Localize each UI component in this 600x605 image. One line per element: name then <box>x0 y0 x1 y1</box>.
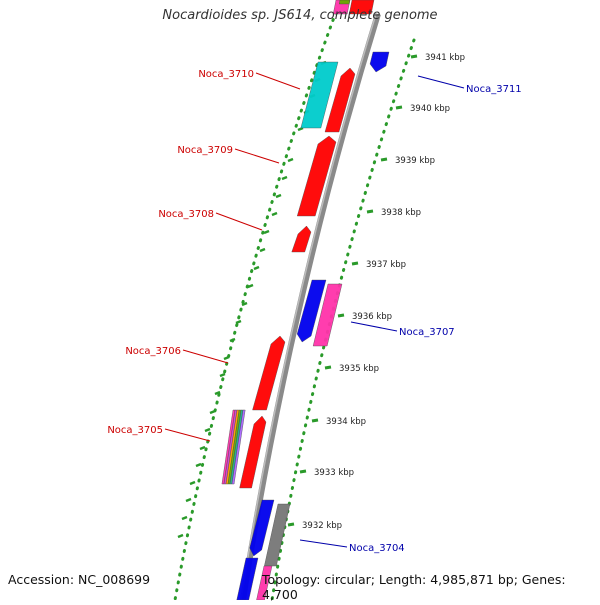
gene-noca-3705-stripe <box>231 409 246 485</box>
gene-noca-3708 <box>291 225 312 253</box>
backbone-highlight <box>240 13 377 601</box>
scale-tick-label: 3935 kbp <box>339 364 379 374</box>
scale-tick <box>410 54 418 59</box>
gene-label: Noca_3704 <box>349 543 405 554</box>
gene-label-leader <box>417 75 465 89</box>
gene-noca-3705 <box>239 415 267 489</box>
ring-tick <box>241 301 248 307</box>
gene-label: Noca_3709 <box>177 145 233 156</box>
inner-dotted-ring <box>173 10 338 602</box>
ring-tick <box>189 480 196 486</box>
gene-label: Noca_3710 <box>198 69 254 80</box>
ring-tick <box>275 193 282 199</box>
ring-tick <box>181 515 188 521</box>
gene-noca-3709 <box>296 135 337 217</box>
gene-label-leader <box>299 539 348 548</box>
gene-label-leader <box>164 428 211 442</box>
scale-tick-label: 3936 kbp <box>352 312 392 322</box>
scale-tick <box>366 209 374 214</box>
scale-tick-label: 3938 kbp <box>381 208 421 218</box>
ring-tick <box>297 126 304 132</box>
gene-label-leader <box>215 212 263 231</box>
ring-tick <box>259 247 266 253</box>
map-title: Nocardioides sp. JS614, complete genome <box>162 8 438 23</box>
gene-noca-3707-pink <box>312 283 343 347</box>
ring-tick <box>281 175 288 181</box>
scale-tick <box>337 313 345 318</box>
ring-tick <box>287 157 294 163</box>
gene-label: Noca_3705 <box>107 425 163 436</box>
gene-label: Noca_3707 <box>399 327 455 338</box>
ring-tick <box>271 211 278 217</box>
gene-label: Noca_3708 <box>158 209 214 220</box>
gene-noca-3710 <box>324 67 356 133</box>
ring-tick <box>195 462 202 468</box>
scale-tick-label: 3932 kbp <box>302 521 342 531</box>
scale-tick <box>311 418 319 423</box>
gene-noca-3707 <box>296 279 327 343</box>
ring-tick <box>219 372 226 378</box>
ring-tick <box>235 319 242 325</box>
ring-tick <box>253 265 260 271</box>
gene-label: Noca_3706 <box>125 346 181 357</box>
scale-tick <box>287 522 295 527</box>
gene-noca-3704-gray <box>264 503 291 567</box>
scale-tick-label: 3941 kbp <box>425 53 465 63</box>
gene-label: Noca_3711 <box>466 84 522 95</box>
scale-tick-label: 3940 kbp <box>410 104 450 114</box>
gene-noca-3704 <box>249 499 275 557</box>
ring-tick <box>177 533 184 539</box>
scale-tick <box>299 469 307 474</box>
ring-tick <box>199 445 206 451</box>
ring-tick <box>214 390 221 396</box>
ring-tick <box>263 229 270 235</box>
ring-tick <box>247 283 254 289</box>
gene-label-leader <box>255 72 301 90</box>
gene-label-leader <box>234 148 280 164</box>
scale-tick-label: 3934 kbp <box>326 417 366 427</box>
gene-bottom-blue <box>236 557 259 601</box>
scale-tick-label: 3939 kbp <box>395 156 435 166</box>
gene-noca-3706 <box>252 335 286 411</box>
accession-text: Accession: NC_008699 <box>8 572 151 587</box>
gene-top-stub-red <box>348 0 375 15</box>
ring-tick <box>209 409 216 415</box>
ring-tick <box>204 427 211 433</box>
gene-noca-3710-cyan <box>300 61 339 129</box>
gene-top-stub-2 <box>338 0 351 5</box>
ring-tick <box>185 497 192 503</box>
gene-label-leader <box>182 349 229 364</box>
gene-noca-3711 <box>369 51 390 73</box>
scale-tick <box>380 157 388 162</box>
ring-tick <box>223 355 230 361</box>
scale-tick-label: 3937 kbp <box>366 260 406 270</box>
scale-tick <box>351 261 359 266</box>
scale-tick-label: 3933 kbp <box>314 468 354 478</box>
scale-tick <box>395 105 403 110</box>
ring-tick <box>229 337 236 343</box>
backbone-arc <box>240 13 381 601</box>
genome-summary-text: Topology: circular; Length: 4,985,871 bp… <box>262 572 566 602</box>
gene-label-leader <box>350 321 398 332</box>
scale-tick <box>324 365 332 370</box>
